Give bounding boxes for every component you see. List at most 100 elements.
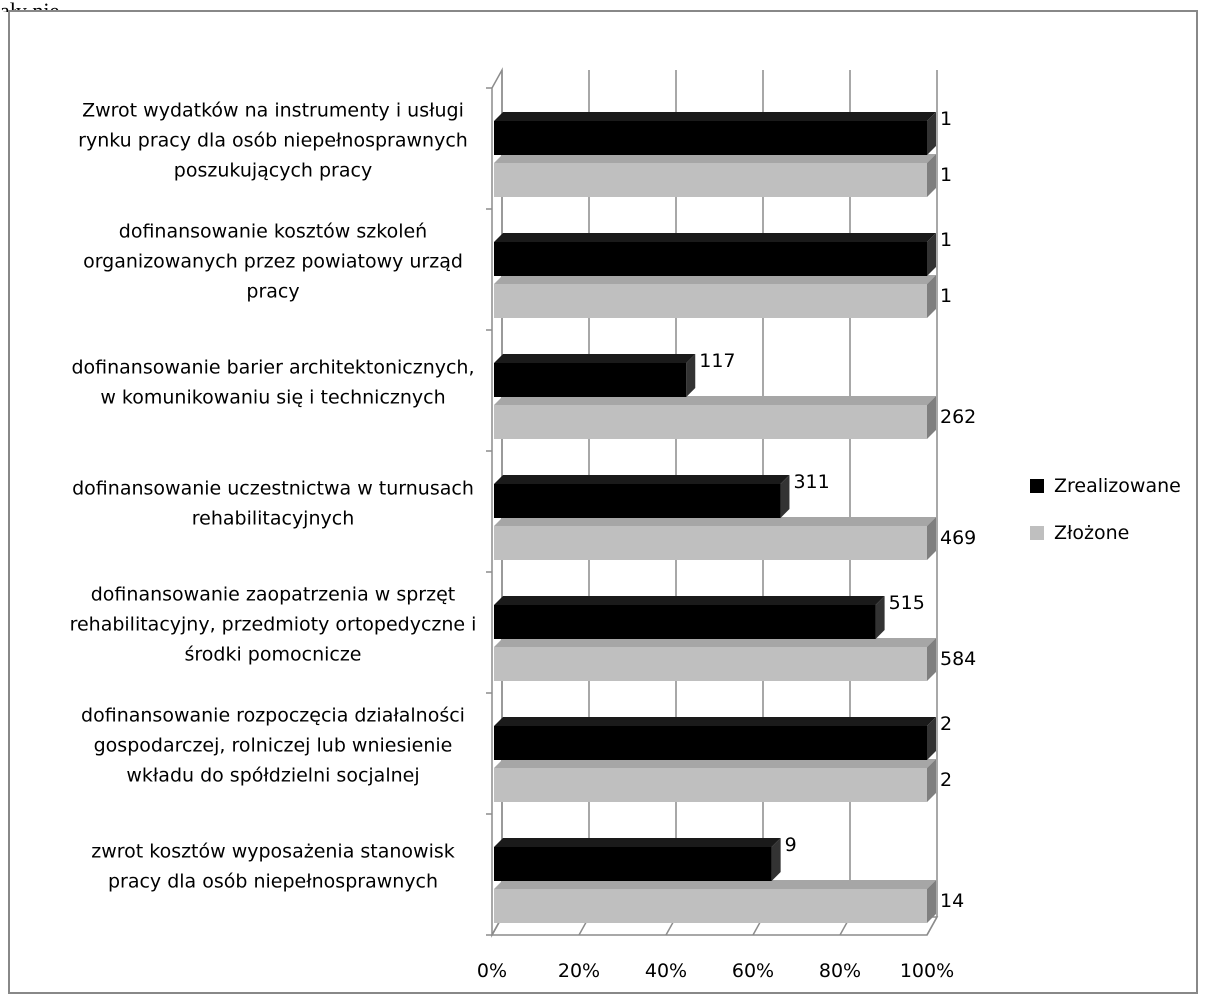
chart-x-axis-ticks: 0% 20% 40% 60% 80% 100% xyxy=(477,960,954,982)
bar-side-face xyxy=(927,880,936,923)
bar-side-face xyxy=(927,275,936,318)
category-label-line: dofinansowanie zaopatrzenia w sprzęt xyxy=(91,584,455,606)
category-label: Zwrot wydatków na instrumenty i usługi ry… xyxy=(78,100,468,182)
bar xyxy=(494,121,927,155)
bar xyxy=(494,768,927,802)
value-label: 311 xyxy=(793,471,829,493)
chart-svg: 1 1 1 1 262 117 469 311 584 515 2 2 14 9 Zwrot wydatk… xyxy=(70,67,1181,982)
legend-swatch xyxy=(1030,526,1044,540)
bar xyxy=(494,284,927,318)
floor-gridline xyxy=(926,916,938,936)
value-label: 1 xyxy=(940,285,952,307)
category-label-line: wkładu do spółdzielni socjalnej xyxy=(126,765,419,787)
chart-value-labels: 1 1 1 1 262 117 469 311 584 515 2 2 14 9 xyxy=(699,108,976,912)
value-label: 9 xyxy=(785,834,797,856)
value-label: 1 xyxy=(940,108,952,130)
bar-side-face xyxy=(927,233,936,276)
value-label: 1 xyxy=(940,164,952,186)
x-tick-label: 0% xyxy=(477,960,507,982)
bar xyxy=(494,847,772,881)
category-label-line: organizowanych przez powiatowy urząd xyxy=(83,251,463,273)
x-tick-label: 60% xyxy=(732,960,774,982)
category-label: dofinansowanie uczestnictwa w turnusach r… xyxy=(72,478,474,530)
category-label-line: poszukujących pracy xyxy=(174,160,372,182)
category-label: dofinansowanie kosztów szkoleń organizowa… xyxy=(83,221,463,303)
x-tick-label: 80% xyxy=(819,960,861,982)
bar xyxy=(494,484,781,518)
bar xyxy=(494,605,876,639)
bar-top-face xyxy=(494,880,936,889)
value-label: 14 xyxy=(940,890,964,912)
bar-side-face xyxy=(927,717,936,760)
legend-swatch xyxy=(1030,479,1044,493)
category-label-line: pracy dla osób niepełnosprawnych xyxy=(108,871,438,893)
legend-label: Zrealizowane xyxy=(1054,475,1181,497)
bar-top-face xyxy=(494,596,885,605)
bar-side-face xyxy=(927,638,936,681)
bar-side-face xyxy=(927,154,936,197)
bar-top-face xyxy=(494,275,936,284)
category-label-line: dofinansowanie rozpoczęcia działalności xyxy=(81,705,465,727)
page-top-fragment: ały nie xyxy=(0,0,59,12)
bar-side-face xyxy=(771,838,781,881)
bar-top-face xyxy=(494,354,696,363)
bar-top-face xyxy=(494,638,936,647)
bar-top-face xyxy=(494,475,790,484)
bar-side-face xyxy=(927,759,936,802)
category-label-line: Zwrot wydatków na instrumenty i usługi xyxy=(82,100,464,122)
value-label: 2 xyxy=(940,713,952,735)
x-tick-label: 20% xyxy=(558,960,600,982)
category-label-line: rynku pracy dla osób niepełnosprawnych xyxy=(78,130,468,152)
legend-label: Złożone xyxy=(1054,522,1129,544)
category-label-line: środki pomocnicze xyxy=(185,644,362,666)
bar xyxy=(494,526,927,560)
category-label: zwrot kosztów wyposażenia stanowisk pracy… xyxy=(91,841,455,893)
category-label: dofinansowanie barier architektonicznych… xyxy=(71,357,474,409)
bar-top-face xyxy=(494,112,936,121)
bar xyxy=(494,163,927,197)
bar-side-face xyxy=(875,596,885,639)
category-label: dofinansowanie zaopatrzenia w sprzęt reha… xyxy=(70,584,477,666)
bar-top-face xyxy=(494,759,936,768)
bar-side-face xyxy=(780,475,790,518)
value-label: 1 xyxy=(940,229,952,251)
value-label: 469 xyxy=(940,527,976,549)
bar-side-face xyxy=(927,517,936,560)
category-label-line: rehabilitacyjnych xyxy=(192,508,355,530)
value-label: 117 xyxy=(699,350,735,372)
value-label: 2 xyxy=(940,769,952,791)
bar-top-face xyxy=(494,233,936,242)
bar-top-face xyxy=(494,517,936,526)
chart-frame: 1 1 1 1 262 117 469 311 584 515 2 2 14 9 Zwrot wydatk… xyxy=(8,10,1198,994)
category-label-line: pracy xyxy=(246,281,299,303)
bar xyxy=(494,405,927,439)
chart-legend: Zrealizowane Złożone xyxy=(1030,475,1181,544)
x-tick-label: 100% xyxy=(900,960,954,982)
x-tick-label: 40% xyxy=(645,960,687,982)
category-label-line: dofinansowanie barier architektonicznych… xyxy=(71,357,474,379)
category-label-line: dofinansowanie uczestnictwa w turnusach xyxy=(72,478,474,500)
value-label: 515 xyxy=(889,592,925,614)
bar xyxy=(494,363,687,397)
bar-side-face xyxy=(927,112,936,155)
bar-top-face xyxy=(494,154,936,163)
bar-top-face xyxy=(494,838,781,847)
category-label-line: w komunikowaniu się i technicznych xyxy=(100,387,445,409)
category-label-line: dofinansowanie kosztów szkoleń xyxy=(119,221,427,243)
bar xyxy=(494,889,927,923)
bar-top-face xyxy=(494,717,936,726)
bar xyxy=(494,726,927,760)
value-label: 584 xyxy=(940,648,976,670)
value-label: 262 xyxy=(940,406,976,428)
chart-category-labels: Zwrot wydatków na instrumenty i usługi ry… xyxy=(70,100,477,893)
bar-side-face xyxy=(686,354,696,397)
bar-side-face xyxy=(927,396,936,439)
category-label-line: zwrot kosztów wyposażenia stanowisk xyxy=(91,841,455,863)
category-label: dofinansowanie rozpoczęcia działalności g… xyxy=(81,705,465,787)
bar-top-face xyxy=(494,396,936,405)
bar xyxy=(494,647,927,681)
bar xyxy=(494,242,927,276)
category-label-line: rehabilitacyjny, przedmioty ortopedyczne… xyxy=(70,614,477,636)
category-label-line: gospodarczej, rolniczej lub wniesienie xyxy=(94,735,453,757)
chart-bars xyxy=(494,112,936,923)
